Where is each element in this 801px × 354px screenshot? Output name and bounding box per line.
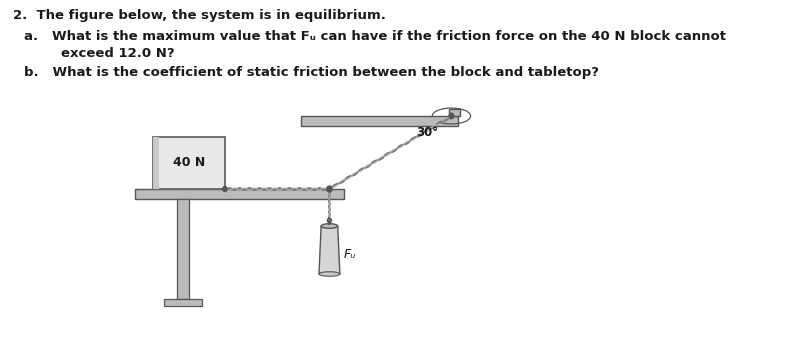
Polygon shape [449, 109, 460, 116]
Ellipse shape [319, 272, 340, 276]
Polygon shape [164, 299, 202, 306]
Polygon shape [152, 137, 159, 189]
Text: Fᵤ: Fᵤ [344, 249, 356, 262]
Polygon shape [135, 189, 344, 199]
Circle shape [223, 187, 227, 192]
Text: b.   What is the coefficient of static friction between the block and tabletop?: b. What is the coefficient of static fri… [24, 66, 599, 79]
Polygon shape [152, 137, 225, 189]
Polygon shape [300, 116, 457, 126]
Polygon shape [177, 199, 189, 299]
Circle shape [449, 113, 454, 119]
Text: exceed 12.0 N?: exceed 12.0 N? [24, 47, 175, 60]
Polygon shape [319, 226, 340, 274]
Circle shape [327, 186, 332, 192]
Text: 2.  The figure below, the system is in equilibrium.: 2. The figure below, the system is in eq… [13, 9, 386, 22]
Text: 30°: 30° [416, 126, 438, 139]
Text: 40 N: 40 N [172, 156, 205, 170]
Text: a.   What is the maximum value that Fᵤ can have if the friction force on the 40 : a. What is the maximum value that Fᵤ can… [24, 30, 727, 43]
Ellipse shape [321, 224, 338, 228]
